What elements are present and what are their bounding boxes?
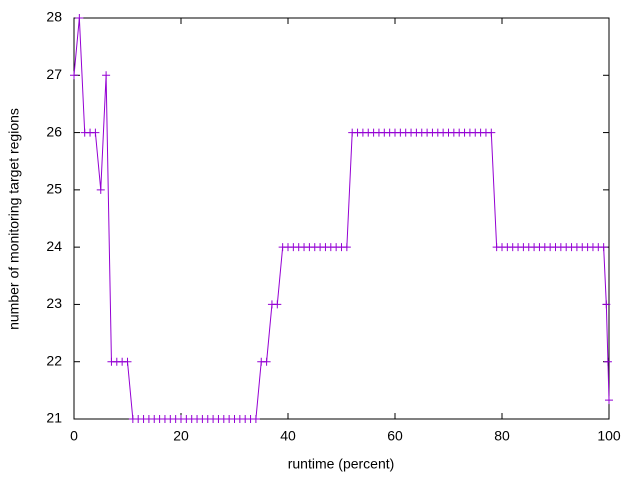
data-point [102, 71, 111, 80]
data-point [96, 185, 105, 194]
y-tick-label: 22 [46, 352, 62, 368]
x-tick-label: 60 [387, 428, 403, 444]
x-tick-label: 20 [173, 428, 189, 444]
data-point [602, 300, 611, 309]
data-point [605, 396, 613, 405]
x-tick-label: 80 [494, 428, 510, 444]
y-axis-label: number of monitoring target regions [6, 108, 22, 330]
data-point [70, 71, 78, 80]
data-point [342, 243, 351, 252]
x-tick-label: 100 [597, 428, 621, 444]
y-tick-label: 23 [46, 295, 62, 311]
data-point [91, 128, 100, 137]
data-point [75, 14, 84, 22]
y-tick-label: 24 [46, 238, 62, 254]
data-point [487, 128, 496, 137]
y-tick-label: 21 [46, 410, 62, 426]
y-tick-label: 26 [46, 123, 62, 139]
data-point [251, 415, 260, 423]
data-point [603, 357, 612, 366]
data-line [73, 17, 610, 420]
x-tick-label: 0 [70, 428, 78, 444]
data-point [123, 357, 132, 366]
x-axis-label: runtime (percent) [288, 456, 395, 472]
y-tick-label: 27 [46, 66, 62, 82]
plot-border [73, 17, 610, 420]
y-tick-label: 28 [46, 9, 62, 25]
y-tick-label: 25 [46, 181, 62, 197]
data-point [273, 300, 282, 309]
data-point [599, 243, 608, 252]
x-tick-label: 40 [280, 428, 296, 444]
data-point [262, 357, 271, 366]
